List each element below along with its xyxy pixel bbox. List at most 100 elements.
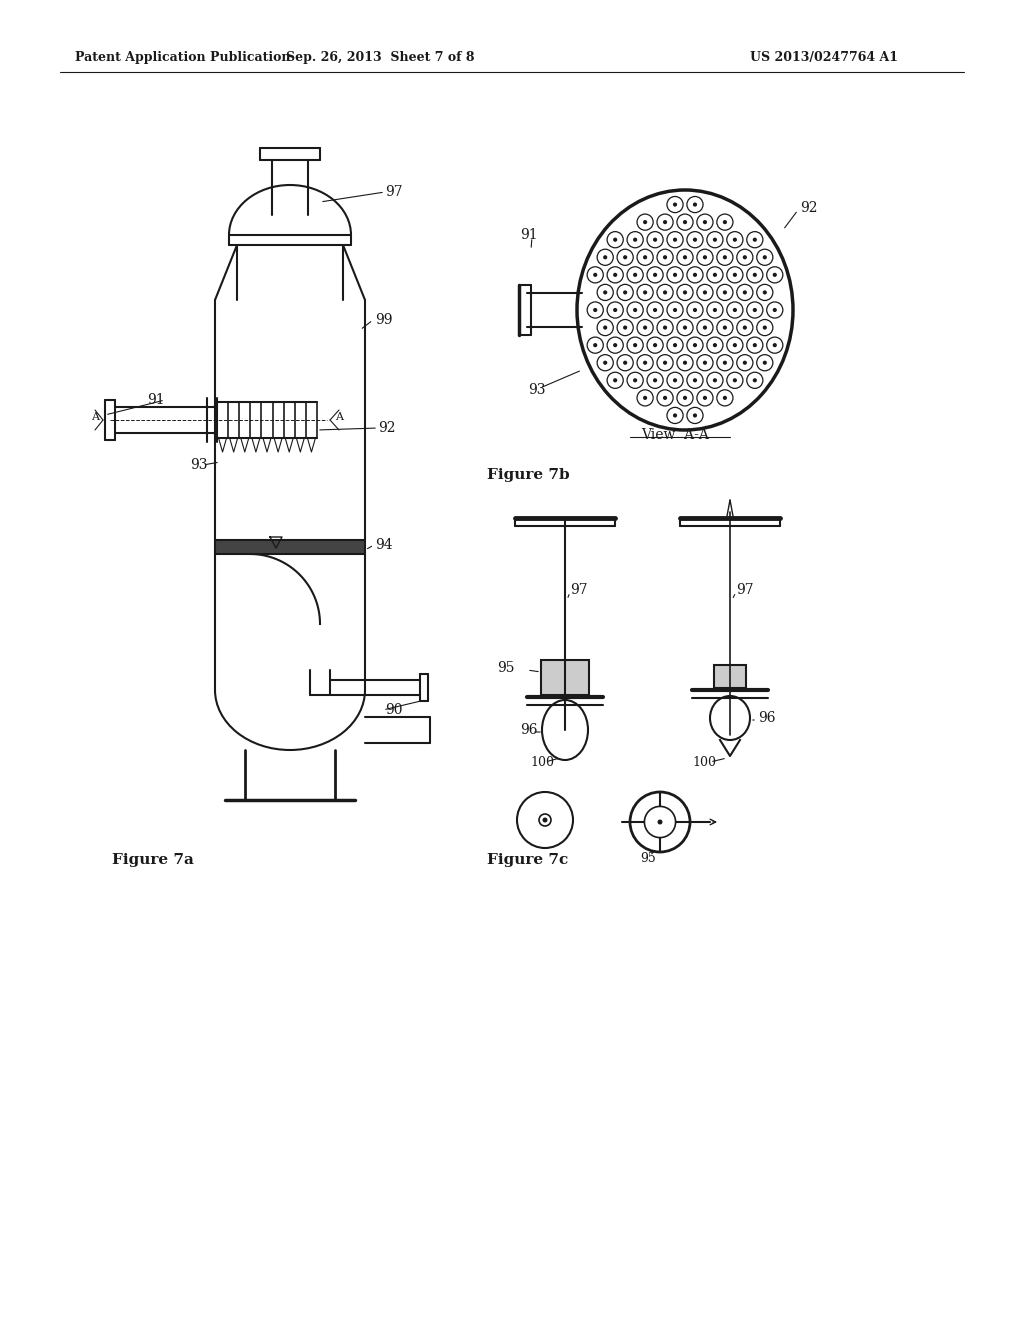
Circle shape	[613, 308, 617, 312]
Text: 100: 100	[692, 755, 716, 768]
Circle shape	[702, 360, 707, 364]
Circle shape	[702, 255, 707, 259]
Circle shape	[727, 337, 743, 354]
Circle shape	[630, 792, 690, 851]
Circle shape	[693, 238, 697, 242]
Circle shape	[653, 379, 657, 383]
Circle shape	[657, 820, 663, 825]
Circle shape	[603, 360, 607, 364]
Circle shape	[733, 308, 737, 312]
Circle shape	[763, 326, 767, 330]
Circle shape	[657, 249, 673, 265]
Text: Figure 7b: Figure 7b	[487, 469, 569, 482]
Circle shape	[763, 360, 767, 364]
Circle shape	[667, 267, 683, 282]
Circle shape	[663, 360, 668, 364]
Circle shape	[727, 231, 743, 248]
Text: 97: 97	[570, 583, 588, 597]
Circle shape	[733, 379, 737, 383]
Circle shape	[617, 319, 633, 335]
Circle shape	[637, 355, 653, 371]
Circle shape	[623, 290, 628, 294]
Circle shape	[713, 273, 717, 277]
Circle shape	[597, 284, 613, 301]
Circle shape	[623, 326, 628, 330]
Circle shape	[693, 202, 697, 207]
Circle shape	[707, 231, 723, 248]
Text: 92: 92	[378, 421, 395, 436]
Circle shape	[763, 290, 767, 294]
Circle shape	[623, 255, 628, 259]
Circle shape	[707, 337, 723, 354]
Circle shape	[717, 284, 733, 301]
Circle shape	[687, 337, 703, 354]
Circle shape	[753, 238, 757, 242]
Circle shape	[657, 355, 673, 371]
Circle shape	[593, 343, 597, 347]
Circle shape	[644, 807, 676, 838]
Circle shape	[713, 238, 717, 242]
Circle shape	[673, 343, 677, 347]
Circle shape	[697, 355, 713, 371]
Text: 92: 92	[800, 201, 817, 215]
Circle shape	[733, 343, 737, 347]
Text: A: A	[91, 412, 99, 422]
Circle shape	[697, 214, 713, 230]
Circle shape	[707, 302, 723, 318]
Circle shape	[613, 273, 617, 277]
Circle shape	[627, 302, 643, 318]
Circle shape	[673, 308, 677, 312]
Circle shape	[713, 379, 717, 383]
Text: 90: 90	[385, 704, 402, 717]
Circle shape	[687, 197, 703, 213]
Circle shape	[593, 308, 597, 312]
Circle shape	[647, 372, 664, 388]
Text: 99: 99	[375, 313, 392, 327]
Circle shape	[767, 337, 783, 354]
Circle shape	[627, 267, 643, 282]
Circle shape	[633, 379, 637, 383]
Circle shape	[723, 220, 727, 224]
Text: 97: 97	[385, 185, 402, 199]
Circle shape	[613, 343, 617, 347]
Circle shape	[717, 389, 733, 407]
Circle shape	[603, 290, 607, 294]
Text: 100: 100	[530, 755, 554, 768]
Bar	[541, 660, 589, 696]
Circle shape	[633, 308, 637, 312]
Circle shape	[637, 319, 653, 335]
Circle shape	[693, 308, 697, 312]
Text: 96: 96	[758, 711, 775, 725]
Text: 95: 95	[640, 851, 655, 865]
Circle shape	[617, 249, 633, 265]
Circle shape	[746, 372, 763, 388]
Circle shape	[707, 372, 723, 388]
Circle shape	[697, 284, 713, 301]
Circle shape	[713, 343, 717, 347]
Circle shape	[773, 273, 777, 277]
Circle shape	[677, 249, 693, 265]
Circle shape	[643, 360, 647, 364]
Circle shape	[603, 255, 607, 259]
Circle shape	[607, 302, 624, 318]
Circle shape	[663, 255, 668, 259]
Circle shape	[753, 379, 757, 383]
Ellipse shape	[577, 190, 793, 430]
Circle shape	[677, 389, 693, 407]
Circle shape	[539, 814, 551, 826]
Text: Figure 7c: Figure 7c	[487, 853, 568, 867]
Circle shape	[742, 360, 746, 364]
Circle shape	[707, 267, 723, 282]
Text: 96: 96	[520, 723, 538, 737]
Circle shape	[593, 273, 597, 277]
Circle shape	[647, 302, 664, 318]
Circle shape	[753, 273, 757, 277]
Circle shape	[693, 273, 697, 277]
Circle shape	[693, 379, 697, 383]
Circle shape	[607, 337, 624, 354]
Circle shape	[653, 273, 657, 277]
Circle shape	[667, 302, 683, 318]
Circle shape	[753, 308, 757, 312]
Circle shape	[677, 284, 693, 301]
Circle shape	[697, 319, 713, 335]
